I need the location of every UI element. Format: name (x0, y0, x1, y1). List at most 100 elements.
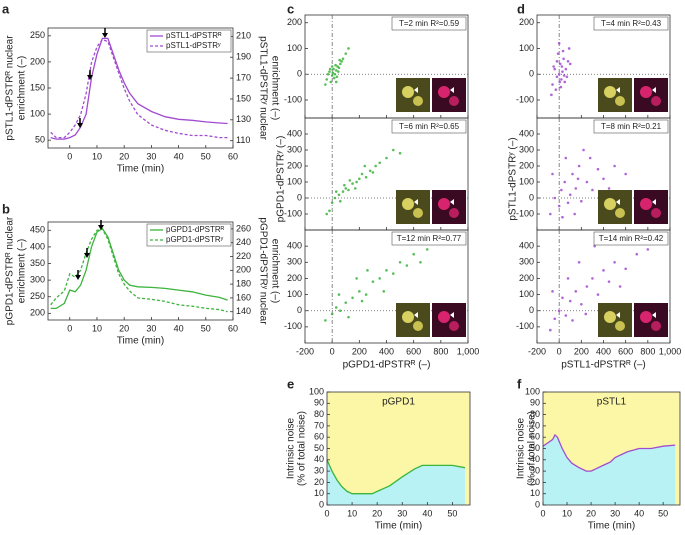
scatter-point (378, 161, 382, 165)
scatter-point (551, 83, 554, 86)
scatter-point (561, 296, 564, 300)
y-tick-label: 200 (519, 273, 534, 283)
inset-cell (438, 86, 450, 98)
scatter-point (341, 190, 345, 193)
scatter-point (635, 252, 639, 256)
scatter-point (344, 301, 348, 304)
scatter-point (332, 67, 335, 71)
series-line (50, 37, 228, 140)
y-tick-label: 100 (519, 43, 534, 53)
legend-box (146, 223, 232, 247)
x-tick-label: 30 (397, 508, 407, 518)
y-tick-label: 200 (236, 265, 251, 275)
y-tick-label: 400 (519, 128, 534, 138)
scatter-point (567, 47, 571, 50)
y-tick-label: 240 (236, 237, 251, 247)
x-tick-label: 10 (347, 508, 357, 518)
inset-arrow (616, 199, 620, 205)
scatter-point (334, 63, 337, 67)
panel-letter: d (517, 1, 525, 16)
x-tick-label: 50 (201, 323, 211, 333)
scatter-point (334, 80, 338, 84)
x-tick-label: -200 (528, 346, 546, 356)
scatter-point (555, 60, 559, 63)
scatter-point (591, 277, 594, 280)
scatter-point (559, 85, 563, 89)
scatter-point (344, 52, 348, 55)
annotation-box (593, 231, 669, 246)
scatter-point (576, 177, 580, 181)
scatter-point (339, 62, 342, 66)
inset-cell (438, 198, 450, 210)
scatter-point (551, 290, 554, 293)
scatter-point (347, 188, 350, 192)
y-tick-label: 170 (236, 72, 251, 82)
annotation: T=14 min R²=0.42 (599, 234, 664, 243)
y-tick-label: 130 (236, 114, 251, 124)
scatter-point (607, 280, 611, 283)
lower-area (543, 434, 676, 505)
y-tick-label: 40 (530, 454, 540, 464)
scatter-point (568, 62, 572, 66)
y-tick-label: 400 (30, 241, 45, 251)
scatter-point (364, 293, 368, 296)
scatter-point (571, 319, 574, 322)
y-tick-label: 30 (314, 465, 324, 475)
inset-cell (615, 321, 625, 331)
scatter-point (391, 148, 395, 152)
scatter-point (557, 204, 561, 208)
x-tick-label: 0 (67, 323, 72, 333)
series-line (50, 227, 228, 310)
scatter-point (326, 72, 330, 76)
x-tick-label: 400 (379, 346, 394, 356)
scatter-point (560, 65, 564, 68)
scatter-point (360, 299, 364, 303)
x-tick-label: 1,000 (457, 346, 480, 356)
x-tick-label: 200 (352, 346, 367, 356)
legend-label: pGPD1-dPSTRᴿ (166, 225, 225, 234)
y2-axis-label: enrichment (–) (269, 239, 280, 303)
scatter-point (553, 67, 557, 71)
y-tick-label: 100 (287, 176, 302, 186)
x-tick-label: 20 (119, 151, 129, 161)
x-tick-label: 30 (146, 151, 156, 161)
scatter-point (371, 280, 375, 283)
x-tick-label: 20 (119, 323, 129, 333)
scatter-point (333, 196, 337, 200)
plot-frame (47, 221, 234, 321)
scatter-point (561, 70, 564, 73)
scatter-point (580, 199, 583, 203)
y2-axis-label: pGPD1-dPSTRʸ nuclear (257, 217, 268, 325)
scatter-point (607, 187, 611, 190)
x-tick-label: 0 (557, 346, 562, 356)
scatter-point (347, 47, 350, 50)
y-tick-label: 100 (525, 386, 540, 396)
scatter-point (351, 296, 354, 300)
scatter-point (331, 71, 335, 75)
scatter-point (554, 88, 558, 91)
x-axis-label: Time (min) (117, 164, 164, 175)
x-axis-label: pGPD1-dPSTRᴿ (–) (343, 360, 431, 371)
scatter-point (368, 169, 372, 173)
y-axis-label: Intrinsic noise (516, 417, 527, 479)
y-axis-label: (% of total noise) (527, 411, 538, 486)
y-tick-label: 300 (519, 257, 534, 267)
scatter-point (328, 209, 331, 213)
y-tick-label: 350 (30, 258, 45, 268)
x-tick-label: 20 (372, 508, 382, 518)
y-axis-label: pSTL1-dPSTRᴿ nuclear (5, 35, 16, 141)
scatter-point (596, 293, 600, 296)
inset-cell (413, 208, 423, 218)
y-tick-label: 300 (519, 144, 534, 154)
x-tick-label: 1,000 (659, 346, 682, 356)
scatter-point (391, 272, 395, 275)
x-tick-label: 800 (640, 346, 655, 356)
annotation: pGPD1 (382, 397, 415, 408)
y-tick-label: 0 (319, 499, 324, 509)
inset-cell (640, 198, 652, 210)
scatter-point (330, 74, 334, 77)
x-tick-label: 40 (634, 508, 644, 518)
y-tick-label: 10 (530, 488, 540, 498)
x-tick-label: 50 (447, 508, 457, 518)
y-tick-label: -100 (516, 94, 534, 104)
